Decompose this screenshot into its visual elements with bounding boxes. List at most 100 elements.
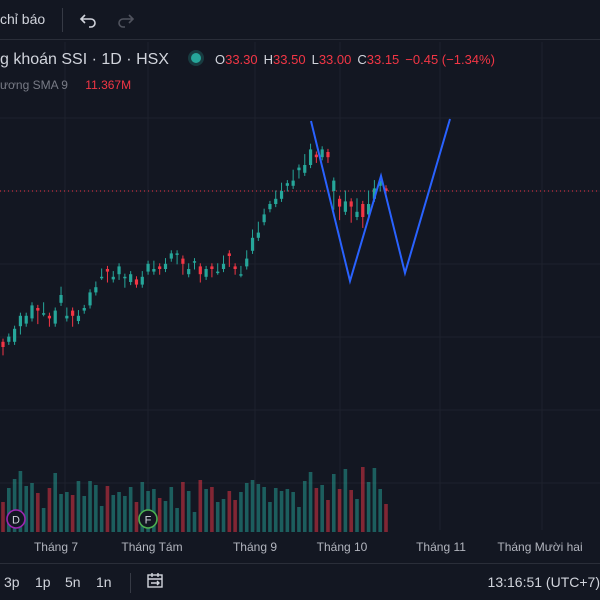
volume-bar [181, 482, 185, 532]
candle-body[interactable] [303, 165, 307, 173]
candle-body[interactable] [233, 266, 237, 269]
candle-body[interactable] [105, 269, 110, 272]
candle-body[interactable] [384, 188, 388, 191]
date-range-icon[interactable] [146, 572, 164, 590]
candle-body[interactable] [337, 198, 342, 207]
sma-value: 11.367M [85, 78, 132, 92]
candle-body[interactable] [94, 287, 98, 293]
candle-body[interactable] [320, 149, 324, 158]
candle-body[interactable] [343, 201, 347, 212]
volume-bar [366, 482, 371, 532]
candle-body[interactable] [274, 198, 278, 204]
volume-bar [111, 495, 116, 532]
volume-bar [157, 498, 162, 532]
time-axis-label: Tháng Mười hai [497, 540, 583, 554]
candle-body[interactable] [140, 276, 144, 285]
candle-body[interactable] [210, 266, 214, 269]
candle-body[interactable] [65, 315, 69, 319]
candle-body[interactable] [216, 271, 220, 274]
candle-body[interactable] [378, 180, 382, 186]
candle-body[interactable] [181, 258, 185, 264]
candle-body[interactable] [332, 180, 336, 191]
event-marker-f[interactable] [138, 509, 158, 529]
clock[interactable]: 13:16:51 (UTC+7) [487, 574, 600, 590]
candle-body[interactable] [134, 279, 139, 285]
volume-bar [65, 492, 69, 532]
volume-bar [302, 481, 307, 532]
candle-body[interactable] [308, 149, 313, 165]
candle-body[interactable] [82, 308, 86, 311]
timeframe-5n[interactable]: 5n [65, 574, 81, 590]
redo-icon[interactable] [112, 6, 140, 34]
candle-body[interactable] [349, 201, 353, 207]
top-toolbar: chỉ báo [0, 0, 600, 40]
candle-body[interactable] [239, 274, 243, 276]
candle-body[interactable] [13, 328, 17, 342]
candle-body[interactable] [47, 315, 52, 319]
symbol-title[interactable]: g khoán SSI · 1D · HSX [0, 51, 169, 68]
volume-bar [128, 487, 133, 532]
event-marker-d[interactable] [6, 509, 26, 529]
undo-icon[interactable] [74, 6, 102, 34]
candle-body[interactable] [297, 167, 301, 171]
candle-body[interactable] [36, 308, 40, 311]
candle-body[interactable] [187, 269, 191, 275]
candle-body[interactable] [76, 315, 81, 321]
candle-body[interactable] [227, 253, 231, 256]
time-axis-label: Tháng 9 [232, 540, 278, 554]
candle-body[interactable] [245, 258, 249, 267]
candle-body[interactable] [100, 276, 104, 279]
candle-body[interactable] [175, 253, 179, 255]
timeframe-3p[interactable]: 3p [4, 574, 20, 590]
candle-body[interactable] [314, 154, 318, 158]
volume-bar [192, 512, 197, 532]
candle-body[interactable] [163, 263, 168, 269]
volume-bar [94, 485, 98, 532]
w-pattern-drawing[interactable] [310, 118, 451, 285]
candle-body[interactable] [366, 204, 371, 215]
volume-bar [221, 499, 226, 532]
candle-body[interactable] [198, 266, 202, 275]
candle-body[interactable] [361, 204, 365, 217]
indicators-button[interactable]: chỉ báo [0, 11, 46, 27]
candle-body[interactable] [256, 232, 260, 238]
volume-bar [99, 506, 104, 532]
candle-body[interactable] [326, 152, 330, 158]
timeframe-1n[interactable]: 1n [96, 574, 112, 590]
candle-body[interactable] [355, 211, 359, 217]
candle-body[interactable] [117, 266, 121, 275]
candle-body[interactable] [152, 269, 156, 272]
candle-body[interactable] [279, 191, 284, 199]
candle-body[interactable] [59, 295, 63, 303]
candle-body[interactable] [18, 315, 23, 327]
timeframe-1p[interactable]: 1p [35, 574, 51, 590]
candle-body[interactable] [285, 183, 289, 186]
candle-body[interactable] [1, 341, 5, 347]
candle-body[interactable] [123, 276, 127, 279]
candle-body[interactable] [192, 261, 197, 263]
candle-body[interactable] [111, 276, 115, 280]
candle-body[interactable] [221, 263, 226, 269]
volume-bar [76, 481, 81, 532]
volume-bar [320, 485, 324, 532]
candle-body[interactable] [88, 292, 92, 306]
candle-body[interactable] [204, 269, 208, 277]
candle-body[interactable] [291, 180, 295, 186]
candle-body[interactable] [372, 188, 376, 199]
candle-body[interactable] [158, 266, 162, 269]
candle-body[interactable] [24, 315, 28, 324]
candle-body[interactable] [30, 305, 34, 319]
candle-body[interactable] [53, 310, 57, 324]
candle-body[interactable] [268, 204, 272, 210]
volume-title[interactable]: ương [0, 78, 30, 92]
candle-body[interactable] [129, 274, 133, 282]
candle-body[interactable] [7, 336, 11, 342]
volume-bar [152, 489, 156, 532]
candle-body[interactable] [250, 237, 255, 251]
candle-body[interactable] [42, 313, 46, 315]
candle-body[interactable] [71, 310, 75, 316]
candle-body[interactable] [146, 263, 150, 272]
candle-body[interactable] [169, 253, 173, 259]
candle-body[interactable] [262, 214, 266, 223]
